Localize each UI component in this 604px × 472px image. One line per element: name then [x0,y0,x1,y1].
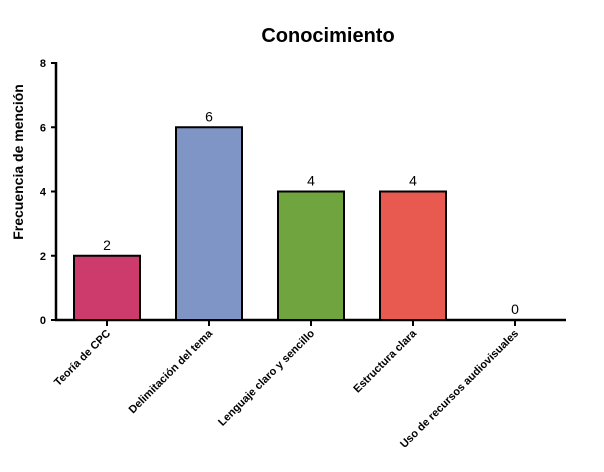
x-category-label: Delimitación del tema [127,327,216,416]
bar-value-label: 0 [511,301,519,317]
bar [73,254,141,321]
bar [175,126,243,321]
bar-value-label: 6 [205,108,213,124]
y-tick-label: 2 [40,251,46,263]
y-tick-label: 4 [40,187,47,199]
y-tick-label: 6 [40,122,46,134]
bar-value-label: 4 [307,173,315,189]
x-category-label: Lenguaje claro y sencillo [216,327,317,428]
x-category-label: Uso de recursos audiovisuales [398,328,521,451]
y-tick-label: 0 [40,315,46,327]
bar [277,190,345,321]
chart-title: Conocimiento [261,25,394,47]
x-category-label: Teoría de CPC [52,328,113,389]
x-category-label: Estructura clara [351,327,419,395]
bar-value-label: 4 [409,173,417,189]
bars [73,126,447,321]
y-tick-label: 8 [40,58,46,70]
bar [379,190,447,321]
bar-value-label: 2 [103,237,111,253]
y-axis-label: Frecuencia de mención [10,84,26,240]
